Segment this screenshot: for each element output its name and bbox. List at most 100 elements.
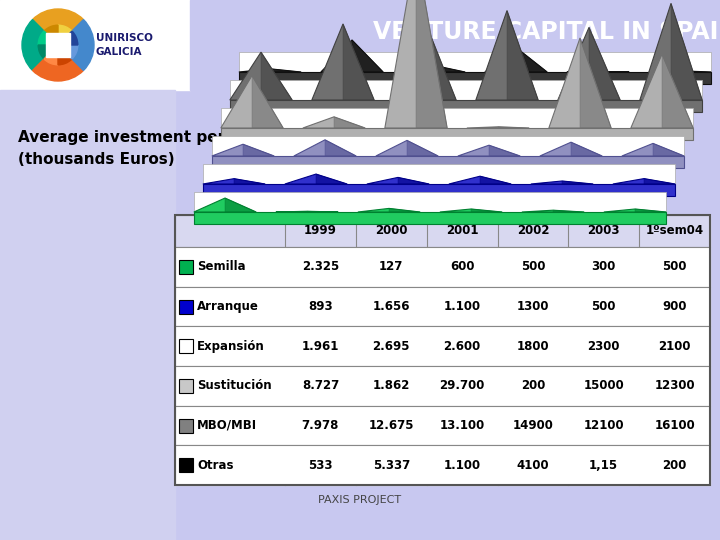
Polygon shape: [203, 184, 675, 196]
Polygon shape: [507, 11, 538, 100]
Text: 500: 500: [592, 300, 616, 313]
Polygon shape: [416, 0, 447, 128]
Text: 2002: 2002: [517, 225, 549, 238]
Polygon shape: [485, 48, 547, 72]
Bar: [190, 0, 720, 90]
Text: 1.100: 1.100: [444, 458, 481, 471]
Polygon shape: [239, 52, 711, 72]
Text: 1.100: 1.100: [444, 300, 481, 313]
Polygon shape: [366, 178, 429, 184]
Polygon shape: [476, 11, 538, 100]
Polygon shape: [540, 142, 602, 156]
Text: 2100: 2100: [658, 340, 690, 353]
Polygon shape: [631, 54, 693, 128]
Polygon shape: [571, 142, 602, 156]
Text: Otras: Otras: [197, 458, 233, 471]
Text: 2.325: 2.325: [302, 260, 339, 273]
Polygon shape: [531, 181, 593, 184]
Wedge shape: [32, 9, 84, 45]
Text: VENTURE CAPITAL IN SPAIN.: VENTURE CAPITAL IN SPAIN.: [373, 20, 720, 44]
Text: MBO/MBI: MBO/MBI: [197, 419, 257, 432]
Polygon shape: [352, 40, 383, 72]
Text: 2003: 2003: [588, 225, 620, 238]
Text: 300: 300: [592, 260, 616, 273]
Polygon shape: [649, 71, 711, 72]
Polygon shape: [653, 144, 684, 156]
Text: 16100: 16100: [654, 419, 695, 432]
Polygon shape: [307, 211, 338, 212]
Text: 2000: 2000: [375, 225, 408, 238]
Polygon shape: [489, 145, 520, 156]
Text: 1,15: 1,15: [589, 458, 618, 471]
Text: Sustitución: Sustitución: [197, 379, 271, 393]
Polygon shape: [316, 174, 347, 184]
Polygon shape: [243, 144, 274, 156]
Text: 900: 900: [662, 300, 687, 313]
Text: Semilla: Semilla: [197, 260, 246, 273]
Polygon shape: [334, 117, 365, 128]
Polygon shape: [458, 145, 520, 156]
Polygon shape: [516, 48, 547, 72]
Polygon shape: [407, 140, 438, 156]
Bar: [0, 0, 190, 90]
Text: 600: 600: [450, 260, 474, 273]
Text: 1.961: 1.961: [302, 340, 339, 353]
Polygon shape: [261, 52, 292, 100]
Text: (thousands Euros): (thousands Euros): [18, 152, 175, 167]
Text: 200: 200: [662, 458, 687, 471]
Bar: [175, 406, 710, 446]
Polygon shape: [589, 28, 620, 100]
Polygon shape: [239, 69, 301, 72]
Polygon shape: [225, 198, 256, 212]
Text: 4100: 4100: [517, 458, 549, 471]
Polygon shape: [403, 65, 465, 72]
Bar: [179, 458, 193, 472]
Polygon shape: [440, 209, 502, 212]
Bar: [175, 326, 710, 366]
Wedge shape: [32, 45, 84, 81]
Polygon shape: [471, 209, 502, 212]
Polygon shape: [622, 144, 684, 156]
Polygon shape: [662, 54, 693, 128]
Text: 1.656: 1.656: [372, 300, 410, 313]
Text: 29.700: 29.700: [439, 379, 485, 393]
Bar: [179, 379, 193, 393]
Polygon shape: [239, 72, 711, 84]
Polygon shape: [434, 65, 465, 72]
Wedge shape: [58, 45, 78, 59]
Bar: [175, 215, 710, 485]
Polygon shape: [203, 164, 675, 184]
Text: 1.862: 1.862: [372, 379, 410, 393]
Polygon shape: [644, 179, 675, 184]
Text: 1300: 1300: [517, 300, 549, 313]
Text: Arranque: Arranque: [197, 300, 259, 313]
Text: 500: 500: [521, 260, 545, 273]
Text: 1800: 1800: [517, 340, 549, 353]
Polygon shape: [671, 3, 702, 100]
Text: GALICIA: GALICIA: [96, 47, 143, 57]
Text: 200: 200: [521, 379, 545, 393]
Polygon shape: [221, 108, 693, 128]
Bar: [179, 260, 193, 274]
Text: 7.978: 7.978: [302, 419, 339, 432]
Polygon shape: [598, 71, 629, 72]
Bar: [175, 215, 710, 485]
Bar: [179, 418, 193, 433]
Text: 2001: 2001: [446, 225, 478, 238]
Bar: [179, 300, 193, 314]
Polygon shape: [230, 52, 292, 100]
Text: 12100: 12100: [583, 419, 624, 432]
Text: 1999: 1999: [304, 225, 337, 238]
Polygon shape: [480, 176, 511, 184]
Text: UNIRISCO: UNIRISCO: [96, 33, 153, 43]
Polygon shape: [467, 127, 529, 128]
Wedge shape: [38, 45, 58, 59]
Polygon shape: [549, 38, 611, 128]
Polygon shape: [553, 210, 584, 212]
Polygon shape: [558, 28, 620, 100]
Polygon shape: [203, 179, 265, 184]
Polygon shape: [425, 22, 456, 100]
Polygon shape: [498, 127, 529, 128]
Polygon shape: [212, 144, 274, 156]
Bar: [175, 366, 710, 406]
